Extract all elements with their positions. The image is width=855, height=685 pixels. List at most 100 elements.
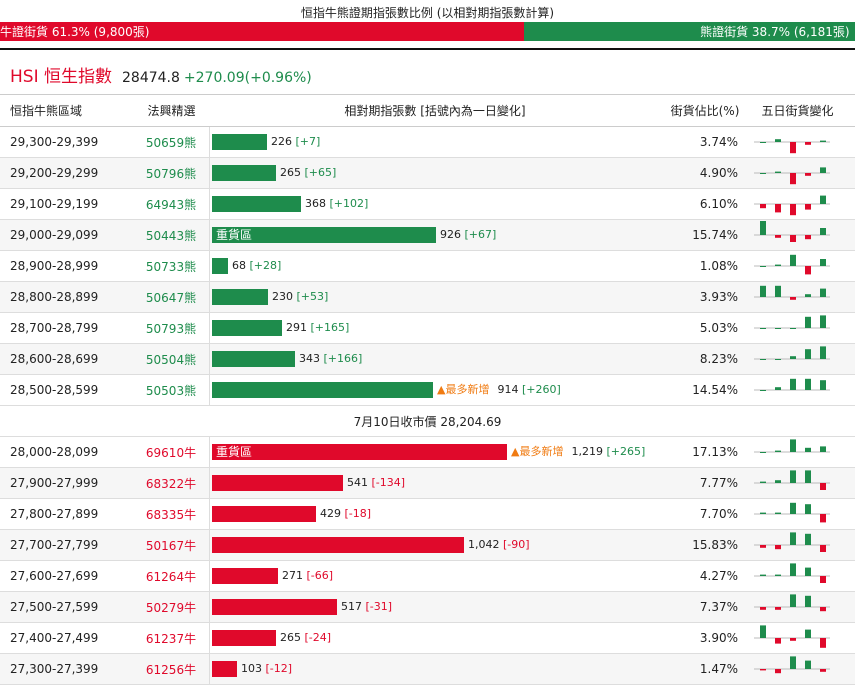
- sparkline-bar: [820, 576, 826, 583]
- product-code[interactable]: 50647熊: [145, 290, 197, 305]
- five-day-sparkline: [750, 313, 845, 343]
- product-code-link[interactable]: 50503熊: [133, 375, 210, 405]
- sparkline-bar: [775, 607, 781, 610]
- product-code[interactable]: 64943熊: [145, 197, 197, 212]
- range-cell: 27,400-27,499: [10, 631, 99, 645]
- quantity-value: 926: [440, 228, 465, 241]
- sparkline-bar: [760, 142, 766, 143]
- sparkline-bar: [820, 140, 826, 142]
- quantity-label: 517 [-31]: [341, 599, 392, 615]
- product-code-link[interactable]: 68322牛: [133, 468, 210, 498]
- table-row[interactable]: 29,200-29,299 50796熊 265 [+65] 4.90%: [0, 158, 855, 189]
- product-code-link[interactable]: 50167牛: [133, 530, 210, 560]
- daily-change: [-24]: [304, 631, 332, 644]
- product-code[interactable]: 50504熊: [145, 352, 197, 367]
- table-row[interactable]: 29,300-29,399 50659熊 226 [+7] 3.74%: [0, 127, 855, 158]
- product-code[interactable]: 50167牛: [145, 538, 197, 553]
- quantity-bar: [212, 506, 316, 522]
- sparkline-svg: [754, 563, 830, 583]
- product-code-link[interactable]: 61256牛: [133, 654, 210, 684]
- quantity-cell: 103 [-12]: [210, 654, 660, 684]
- quantity-label: 230 [+53]: [272, 289, 328, 305]
- product-code[interactable]: 61256牛: [145, 662, 197, 677]
- product-code[interactable]: 68335牛: [145, 507, 197, 522]
- table-row[interactable]: 29,100-29,199 64943熊 368 [+102] 6.10%: [0, 189, 855, 220]
- product-code-link[interactable]: 50279牛: [133, 592, 210, 622]
- bear-rows: 29,300-29,399 50659熊 226 [+7] 3.74% 29,200-2…: [0, 127, 855, 406]
- product-code[interactable]: 50793熊: [145, 321, 197, 336]
- quantity-bar: [212, 165, 276, 181]
- daily-change: [+67]: [464, 228, 497, 241]
- sparkline-bar: [820, 288, 826, 297]
- table-row[interactable]: 28,500-28,599 50503熊 ▲最多新增 914 [+260] 14.54%: [0, 375, 855, 406]
- quantity-bar: [212, 661, 237, 677]
- quantity-cell: 343 [+166]: [210, 344, 660, 374]
- sparkline-bar: [805, 142, 811, 145]
- sparkline-bar: [820, 346, 826, 359]
- daily-change: [-18]: [344, 507, 372, 520]
- sparkline-bar: [775, 669, 781, 674]
- product-code-link[interactable]: 68335牛: [133, 499, 210, 529]
- daily-change: [+102]: [329, 197, 369, 210]
- table-row[interactable]: 27,400-27,499 61237牛 265 [-24] 3.90%: [0, 623, 855, 654]
- table-row[interactable]: 27,900-27,999 68322牛 541 [-134] 7.77%: [0, 468, 855, 499]
- sparkline-svg: [754, 625, 830, 648]
- quantity-value: 291: [286, 321, 311, 334]
- product-code[interactable]: 50733熊: [145, 259, 197, 274]
- product-code[interactable]: 50443熊: [145, 228, 197, 243]
- five-day-sparkline: [750, 375, 845, 405]
- sparkline-bar: [805, 595, 811, 607]
- product-code-link[interactable]: 50504熊: [133, 344, 210, 374]
- table-row[interactable]: 28,600-28,699 50504熊 343 [+166] 8.23%: [0, 344, 855, 375]
- index-name: HSI 恒生指數: [10, 67, 112, 87]
- quantity-cell: 265 [-24]: [210, 623, 660, 653]
- table-row[interactable]: 27,800-27,899 68335牛 429 [-18] 7.70%: [0, 499, 855, 530]
- product-code-link[interactable]: 50659熊: [133, 127, 210, 157]
- quantity-cell: 368 [+102]: [210, 189, 660, 219]
- product-code-link[interactable]: 50443熊: [133, 220, 210, 250]
- product-code[interactable]: 61237牛: [145, 631, 197, 646]
- product-code[interactable]: 69610牛: [145, 445, 197, 460]
- table-row[interactable]: 27,600-27,699 61264牛 271 [-66] 4.27%: [0, 561, 855, 592]
- product-code-link[interactable]: 69610牛: [133, 437, 210, 467]
- quantity-value: 226: [271, 135, 296, 148]
- product-code[interactable]: 50279牛: [145, 600, 197, 615]
- table-row[interactable]: 27,300-27,399 61256牛 103 [-12] 1.47%: [0, 654, 855, 685]
- quantity-cell: 1,042 [-90]: [210, 530, 660, 560]
- sparkline-bar: [790, 638, 796, 641]
- table-row[interactable]: 28,700-28,799 50793熊 291 [+165] 5.03%: [0, 313, 855, 344]
- product-code[interactable]: 61264牛: [145, 569, 197, 584]
- product-code[interactable]: 50503熊: [145, 383, 197, 398]
- table-row[interactable]: 28,900-28,999 50733熊 68 [+28] 1.08%: [0, 251, 855, 282]
- sparkline-bar: [775, 387, 781, 390]
- sparkline-bar: [790, 142, 796, 154]
- table-row[interactable]: 29,000-29,099 50443熊 重貨區 926 [+67] 15.74%: [0, 220, 855, 251]
- table-row[interactable]: 28,000-28,099 69610牛 重貨區 ▲最多新增 1,219 [+265] 1…: [0, 437, 855, 468]
- sparkline-bar: [775, 139, 781, 142]
- product-code[interactable]: 50659熊: [145, 135, 197, 150]
- range-cell: 28,000-28,099: [10, 445, 99, 459]
- product-code-link[interactable]: 50733熊: [133, 251, 210, 281]
- product-code-link[interactable]: 50793熊: [133, 313, 210, 343]
- product-code-link[interactable]: 64943熊: [133, 189, 210, 219]
- sparkline-bar: [790, 594, 796, 607]
- product-code-link[interactable]: 50647熊: [133, 282, 210, 312]
- table-row[interactable]: 28,800-28,899 50647熊 230 [+53] 3.93%: [0, 282, 855, 313]
- table-row[interactable]: 27,700-27,799 50167牛 1,042 [-90] 15.83%: [0, 530, 855, 561]
- product-code-link[interactable]: 61237牛: [133, 623, 210, 653]
- sparkline-bar: [805, 378, 811, 390]
- quantity-cell: ▲最多新增 914 [+260]: [210, 375, 660, 405]
- product-code[interactable]: 50796熊: [145, 166, 197, 181]
- product-code-link[interactable]: 50796熊: [133, 158, 210, 188]
- quantity-value: 271: [282, 569, 307, 582]
- quantity-label: 368 [+102]: [305, 196, 368, 212]
- product-code[interactable]: 68322牛: [145, 476, 197, 491]
- quantity-cell: 541 [-134]: [210, 468, 660, 498]
- sparkline-bar: [760, 607, 766, 610]
- sparkline-svg: [754, 470, 830, 490]
- sparkline-bar: [760, 390, 766, 391]
- product-code-link[interactable]: 61264牛: [133, 561, 210, 591]
- table-row[interactable]: 27,500-27,599 50279牛 517 [-31] 7.37%: [0, 592, 855, 623]
- sparkline-svg: [754, 502, 830, 523]
- daily-change: [-12]: [265, 662, 293, 675]
